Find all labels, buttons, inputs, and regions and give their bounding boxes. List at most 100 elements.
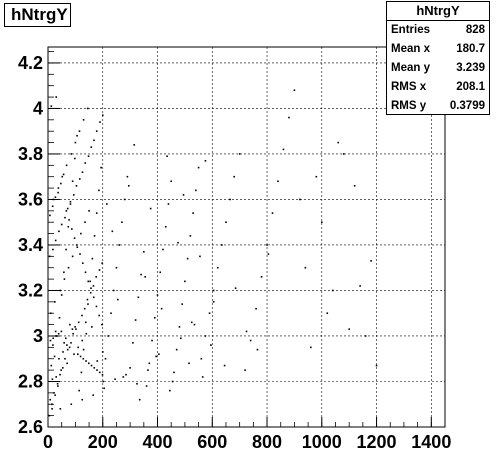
data-point <box>143 250 145 253</box>
stats-row-entries: Entries 828 <box>387 21 489 40</box>
data-point <box>299 198 301 201</box>
data-point <box>55 376 58 378</box>
data-point <box>82 348 85 351</box>
data-point <box>71 228 73 230</box>
data-point <box>101 373 104 376</box>
stats-label: Mean y <box>391 62 430 74</box>
data-point <box>267 253 270 255</box>
data-point <box>75 185 78 187</box>
data-point <box>74 157 76 160</box>
data-point <box>89 291 92 294</box>
data-point <box>282 148 285 151</box>
data-point <box>60 369 62 371</box>
stats-row-rms-y: RMS y 0.3799 <box>387 97 489 116</box>
data-point <box>151 339 153 342</box>
data-point <box>56 382 59 385</box>
data-point <box>96 360 99 362</box>
data-point <box>54 196 57 198</box>
data-point <box>225 221 227 224</box>
data-point <box>132 342 134 344</box>
y-tick-label: 3.2 <box>18 280 43 300</box>
data-point <box>101 114 104 117</box>
data-point <box>75 328 77 330</box>
data-point <box>326 312 329 315</box>
data-point <box>244 369 246 371</box>
data-point <box>179 337 182 340</box>
data-point <box>68 346 71 349</box>
data-point <box>304 266 307 269</box>
data-point <box>95 276 97 278</box>
data-point <box>81 339 84 342</box>
data-point <box>137 296 140 299</box>
data-point <box>52 344 54 346</box>
data-point <box>71 255 74 258</box>
data-point <box>92 296 95 299</box>
data-point <box>145 385 148 387</box>
data-point <box>89 280 91 283</box>
x-tick-label: 800 <box>252 432 282 452</box>
data-point <box>77 321 80 324</box>
data-point <box>99 121 101 123</box>
data-point <box>55 96 58 98</box>
data-point <box>84 321 87 324</box>
data-point <box>188 362 190 365</box>
stats-row-rms-x: RMS x 208.1 <box>387 78 489 97</box>
data-point <box>115 266 118 269</box>
data-point <box>106 203 108 205</box>
data-point <box>118 244 120 246</box>
data-point <box>58 316 61 319</box>
data-point <box>189 235 192 237</box>
stats-row-mean-x: Mean x 180.7 <box>387 40 489 59</box>
data-point <box>77 353 79 355</box>
data-point <box>110 312 112 315</box>
data-point <box>249 339 252 342</box>
data-point <box>255 307 257 310</box>
data-point <box>53 392 55 394</box>
data-point <box>177 241 179 244</box>
data-point <box>200 357 203 360</box>
data-point <box>293 89 296 92</box>
x-axis-ticks: 0 200 400 600 800 1000 1200 1400 <box>43 417 451 452</box>
data-point <box>156 294 159 296</box>
y-tick-label: 2.8 <box>18 371 43 391</box>
data-point <box>233 175 235 178</box>
stats-label: Mean x <box>391 43 430 55</box>
data-point <box>57 191 59 194</box>
data-point <box>77 346 79 349</box>
data-point <box>375 364 378 367</box>
x-tick-label: 600 <box>197 432 227 452</box>
data-point <box>91 257 94 260</box>
data-point <box>149 207 152 210</box>
data-point <box>60 223 63 226</box>
data-point <box>52 248 54 251</box>
data-point <box>51 205 54 208</box>
data-point <box>104 357 107 360</box>
data-point <box>73 237 76 239</box>
data-point <box>82 119 85 121</box>
data-point <box>348 328 350 330</box>
x-tick-label: 1400 <box>411 432 451 452</box>
data-point <box>331 289 334 292</box>
data-point <box>65 210 68 212</box>
data-point <box>98 269 101 271</box>
data-point <box>66 207 69 210</box>
data-point <box>70 342 72 344</box>
data-point <box>74 141 77 144</box>
data-point <box>260 276 263 278</box>
data-point <box>70 153 73 155</box>
data-point <box>83 307 86 310</box>
data-point <box>80 371 83 374</box>
data-point <box>84 221 86 224</box>
data-point <box>57 332 60 335</box>
data-point <box>54 239 57 242</box>
stats-row-mean-y: Mean y 3.239 <box>387 59 489 78</box>
data-point <box>175 348 178 351</box>
x-tick-label: 200 <box>88 432 118 452</box>
data-point <box>103 387 105 390</box>
data-point <box>86 298 89 301</box>
data-point <box>69 203 72 205</box>
data-point <box>76 246 79 249</box>
data-point <box>70 403 73 406</box>
y-tick-label: 4 <box>33 98 43 118</box>
data-point <box>61 175 64 178</box>
